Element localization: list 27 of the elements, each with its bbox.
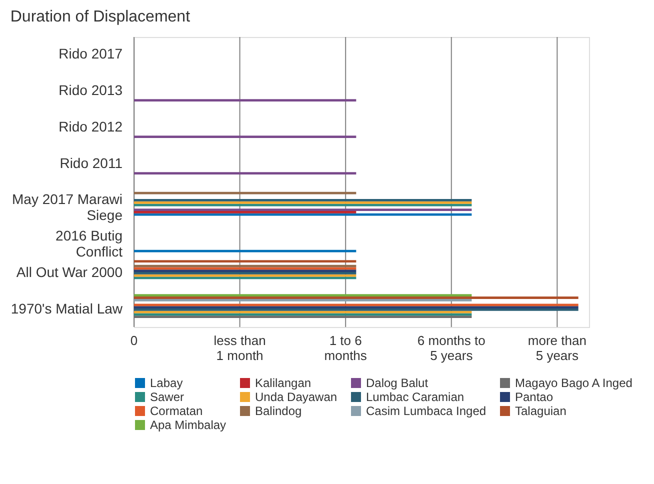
legend-label: Unda Dayawan: [255, 390, 338, 404]
legend-label: Apa Mimbalay: [150, 418, 226, 432]
legend-label: Sawer: [150, 390, 184, 404]
legend-label: Balindog: [255, 404, 302, 418]
chart-title: Duration of Displacement: [10, 8, 191, 26]
y-tick-label: 2016 Butig Conflict: [56, 228, 123, 260]
text: more than 5 years: [528, 333, 586, 363]
legend-label: Labay: [150, 376, 183, 390]
legend-label: Magayo Bago A Inged: [515, 376, 632, 390]
legend-label: Dalog Balut: [366, 376, 429, 390]
y-tick-label: Rido 2013: [58, 82, 123, 98]
text: 1 to 6 months: [324, 333, 368, 363]
legend-label: Casim Lumbaca Inged: [366, 404, 486, 418]
legend-label: Pantao: [515, 390, 554, 404]
y-tick-label: Rido 2017: [58, 45, 123, 62]
legend-label: Kalilangan: [255, 376, 312, 390]
legend-label: Talaguian: [515, 404, 566, 418]
legend-label: Cormatan: [150, 404, 203, 418]
y-tick-label: May 2017 Marawi Siege: [12, 191, 123, 224]
y-tick-label: Rido 2011: [60, 154, 123, 171]
y-tick-label: 1970's Matial Law: [10, 300, 124, 317]
legend-label: Lumbac Caramian: [366, 390, 464, 404]
text: 6 months to 5 years: [417, 333, 486, 363]
y-tick-label: Rido 2012: [58, 118, 123, 134]
text: 0: [130, 333, 138, 348]
text: less than 1 month: [214, 333, 266, 363]
y-tick-label: All Out War 2000: [16, 264, 123, 280]
